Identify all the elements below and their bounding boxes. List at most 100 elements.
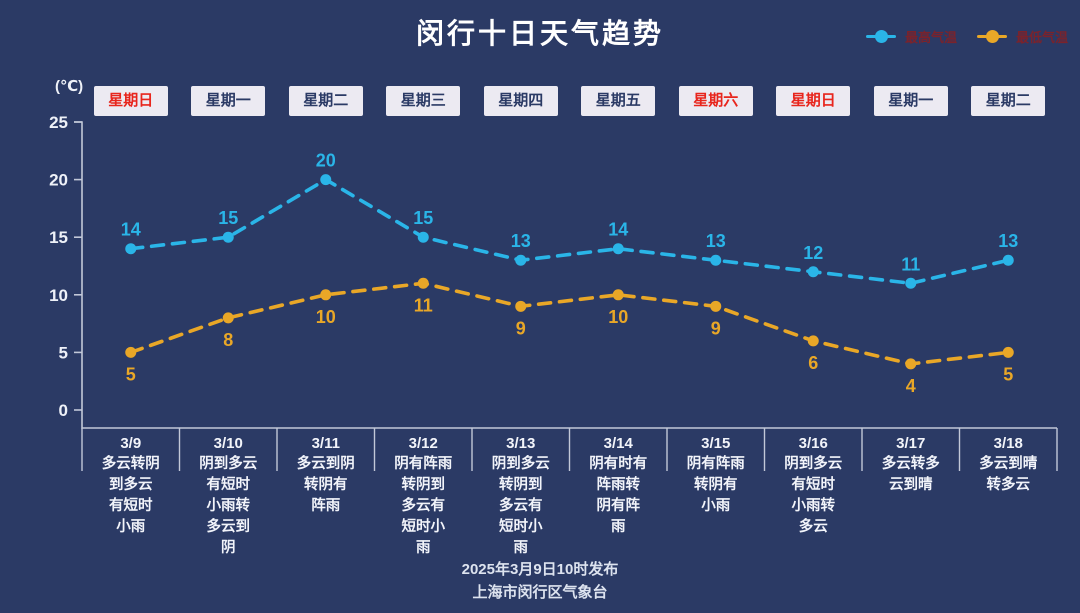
- low-temp-point: [905, 358, 917, 370]
- forecast-description-line: 有短时: [206, 477, 251, 493]
- high-temp-point: [612, 243, 624, 255]
- legend-item: 最高气温: [865, 27, 957, 46]
- forecast-date: 3/9: [120, 435, 142, 452]
- forecast-description-line: 阴有阵雨: [394, 456, 453, 472]
- high-temp-value: 13: [511, 231, 531, 251]
- weekday-label: 星期六: [678, 86, 753, 116]
- high-temp-value: 11: [901, 254, 920, 274]
- forecast-description-line: 转阴有: [304, 477, 348, 493]
- high-temp-point: [905, 277, 917, 289]
- y-axis-unit-label: (℃): [55, 78, 84, 95]
- weekday-label: 星期四: [483, 86, 558, 116]
- weekday-label: 星期二: [288, 86, 363, 116]
- forecast-column: 3/13 阴到多云 转阴到 多云有 短时小雨: [472, 433, 570, 559]
- y-tick-label: 15: [49, 228, 68, 247]
- forecast-description-line: 云到晴: [889, 477, 933, 493]
- high-temp-point: [125, 243, 137, 255]
- forecast-description-line: 多云到: [206, 519, 251, 535]
- legend-dot: [874, 30, 888, 43]
- high-temp-line: [128, 177, 1011, 286]
- forecast-date: 3/18: [993, 435, 1023, 452]
- low-temp-point: [417, 277, 429, 289]
- forecast-description-line: 有短时: [791, 477, 836, 493]
- low-temp-value: 6: [808, 353, 818, 373]
- forecast-column: 3/9 多云转阴 到多云 有短时 小雨: [82, 433, 180, 538]
- weekday-label: 星期三: [386, 86, 461, 116]
- weekday-label: 星期日: [776, 86, 851, 116]
- low-temp-point: [807, 335, 819, 347]
- forecast-description-line: 阴有时有: [589, 456, 648, 472]
- forecast-date: 3/16: [798, 435, 828, 452]
- low-temp-point: [515, 300, 527, 312]
- y-tick-label: 0: [59, 401, 68, 420]
- low-temp-value: 8: [223, 330, 233, 350]
- legend-dot: [985, 30, 999, 43]
- forecast-description-line: 多云转阴: [101, 456, 160, 472]
- legend-label: 最高气温: [904, 30, 957, 45]
- forecast-column: 3/12 阴有阵雨 转阴到 多云有 短时小雨: [375, 433, 473, 559]
- forecast-date: 3/13: [506, 435, 536, 452]
- high-temp-point: [1002, 254, 1014, 266]
- high-temp-point: [515, 254, 527, 266]
- forecast-description-line: 短时小: [401, 519, 446, 535]
- weekday-label: 星期一: [873, 86, 948, 116]
- high-temp-value: 15: [218, 208, 238, 228]
- forecast-description-line: 阴: [221, 540, 236, 556]
- forecast-date: 3/15: [701, 435, 731, 452]
- y-tick-label: 10: [49, 286, 68, 305]
- forecast-description-line: 有短时: [109, 498, 153, 514]
- publish-time: 2025年3月9日10时发布: [461, 561, 619, 578]
- footer: 2025年3月9日10时发布 上海市闵行区气象台: [0, 558, 1080, 604]
- low-temp-value: 10: [608, 307, 628, 327]
- forecast-description-line: 小雨转: [206, 498, 251, 514]
- chart-legend: 最高气温 最低气温: [865, 27, 1068, 46]
- forecast-description-line: 多云到阴: [296, 456, 355, 472]
- high-temp-point: [807, 266, 819, 278]
- legend-item: 最低气温: [976, 27, 1068, 46]
- forecast-description-line: 雨: [416, 540, 431, 556]
- y-tick-label: 5: [59, 343, 68, 362]
- forecast-description-line: 小雨: [701, 498, 731, 514]
- low-temp-value: 4: [906, 376, 916, 396]
- low-temp-point: [612, 289, 624, 301]
- forecast-description-line: 多云到晴: [979, 456, 1038, 472]
- forecast-description-line: 转阴有: [694, 477, 738, 493]
- forecast-column: 3/16 阴到多云 有短时 小雨转 多云: [765, 433, 863, 538]
- forecast-description-line: 转阴到: [499, 477, 543, 493]
- low-temp-point: [320, 289, 332, 301]
- forecast-date: 3/12: [408, 435, 438, 452]
- forecast-column: 3/18 多云到晴 转多云: [960, 433, 1058, 496]
- high-temp-legend-icon: [865, 30, 896, 43]
- forecast-description-line: 短时小: [499, 519, 543, 535]
- forecast-column: 3/14 阴有时有 阵雨转 阴有阵雨: [570, 433, 668, 538]
- low-temp-value: 5: [1003, 364, 1013, 384]
- publisher: 上海市闵行区气象台: [472, 584, 608, 601]
- high-temp-value: 14: [121, 220, 141, 240]
- forecast-date: 3/10: [213, 435, 243, 452]
- forecast-date: 3/11: [311, 435, 340, 452]
- high-temp-point: [320, 174, 332, 186]
- page-title: 闵行十日天气趋势: [415, 18, 664, 49]
- high-temp-point: [710, 254, 722, 266]
- low-temp-point: [710, 300, 722, 312]
- low-temp-legend-icon: [976, 30, 1007, 43]
- forecast-description-line: 阴到多云: [199, 456, 258, 472]
- high-temp-value: 15: [413, 208, 433, 228]
- low-temp-value: 9: [711, 318, 721, 338]
- forecast-date: 3/14: [603, 435, 633, 452]
- forecast-description-line: 多云转多: [881, 456, 940, 472]
- low-temp-point: [1002, 346, 1014, 358]
- forecast-description-line: 阴到多云: [491, 456, 550, 472]
- high-temp-point: [417, 231, 429, 243]
- forecast-description-line: 转阴到: [401, 477, 446, 493]
- high-temp-value: 13: [998, 231, 1018, 251]
- forecast-date: 3/17: [896, 435, 926, 452]
- weekday-label: 星期日: [93, 86, 168, 116]
- high-temp-value: 12: [803, 243, 823, 263]
- low-temp-point: [125, 346, 137, 358]
- forecast-description-line: 阴有阵雨: [686, 456, 745, 472]
- forecast-description-line: 多云: [798, 519, 828, 535]
- weekday-label: 星期一: [191, 86, 266, 116]
